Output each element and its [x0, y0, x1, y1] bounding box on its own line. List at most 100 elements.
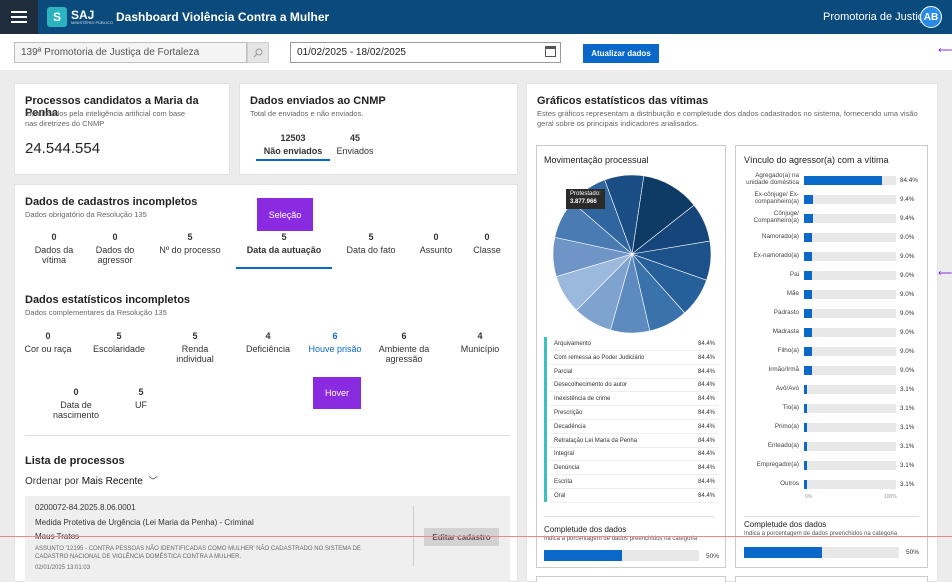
not-sent-label: Não enviados: [263, 146, 323, 156]
legend-row[interactable]: Oral 84.4%: [550, 490, 719, 503]
stats-item[interactable]: 6 Ambiente da agressão: [373, 331, 435, 371]
stats-item-value: 4: [265, 331, 271, 341]
incomplete-item[interactable]: 5 Nº do processo: [159, 232, 221, 269]
bar[interactable]: [804, 442, 807, 451]
chevron-down-icon: ﹀: [148, 476, 158, 486]
top-bar: S SAJ MINISTÉRIO PÚBLICO Dashboard Violên…: [0, 0, 952, 34]
bar-category-label: Padrasto: [773, 309, 799, 316]
search-button[interactable]: [247, 42, 269, 63]
incomplete-title: Dados de cadastros incompletos: [25, 196, 198, 208]
bar-value-label: 9.0%: [900, 329, 915, 336]
legend-label: Retratação Lei Maria da Penha: [554, 437, 638, 444]
stats-item[interactable]: 5 Escolaridade: [88, 331, 150, 371]
incomplete-item-value: 0: [112, 232, 118, 242]
incomplete-item-value: 5: [281, 232, 287, 242]
calendar-icon[interactable]: [545, 46, 556, 57]
bar-category-label: Namorado(a): [761, 233, 799, 240]
axis-min-label: 0%: [805, 494, 813, 500]
incomplete-item-label: Classe: [473, 245, 501, 255]
bar[interactable]: [804, 461, 807, 470]
bar[interactable]: [804, 328, 813, 337]
stats-item[interactable]: 5 Renda individual: [164, 331, 226, 371]
pie-tooltip: Protestado: 3.877.966: [566, 189, 605, 209]
date-range-input[interactable]: [290, 42, 561, 63]
bar-track: [804, 347, 896, 356]
incomplete-item-label: Data do fato: [346, 245, 396, 255]
process-item[interactable]: 0200072-84.2025.8.06.0001 Medida Proteti…: [25, 496, 510, 582]
divider: [25, 435, 510, 436]
legend-value: 84.4%: [697, 492, 715, 499]
bar[interactable]: [804, 290, 813, 299]
bar[interactable]: [804, 423, 807, 432]
legend-row[interactable]: Prescrição 84.4%: [550, 407, 719, 420]
promotoria-input[interactable]: [14, 42, 247, 63]
selection-button[interactable]: Seleção: [257, 198, 313, 231]
incomplete-item-label: Assunto: [419, 245, 453, 255]
bar-track: [804, 309, 896, 318]
avatar[interactable]: AB: [920, 6, 942, 28]
stats-item-label: UF: [135, 400, 147, 410]
legend-row[interactable]: Inexistência de crime 84.4%: [550, 393, 719, 407]
legend-row[interactable]: Arquivamento 84.4%: [550, 338, 719, 351]
bar[interactable]: [804, 404, 807, 413]
incomplete-item-label: Dados da vítima: [34, 245, 74, 265]
sort-dropdown[interactable]: Ordenar por Mais Recente ﹀: [25, 474, 158, 487]
bar[interactable]: [804, 385, 807, 394]
legend-row[interactable]: Retratação Lei Maria da Penha 84.4%: [550, 435, 719, 448]
stats-item[interactable]: 6 Houve prisão: [304, 331, 366, 371]
legend-row[interactable]: Com remessa ao Poder Judiciário 84.4%: [550, 352, 719, 365]
bar[interactable]: [804, 214, 813, 223]
bar-value-label: 9.0%: [900, 310, 915, 317]
bar[interactable]: [804, 480, 807, 489]
legend-row[interactable]: Denúncia 84.4%: [550, 462, 719, 476]
tab-not-sent[interactable]: 12503 Não enviados: [256, 133, 330, 161]
tab-sent[interactable]: 45 Enviados: [335, 133, 375, 161]
bar[interactable]: [804, 176, 882, 185]
bar[interactable]: [804, 366, 813, 375]
bar-track: [804, 252, 896, 261]
divider: [544, 516, 714, 517]
incomplete-item[interactable]: 5 Data da autuação: [236, 232, 332, 269]
legend-row[interactable]: Escrita 84.4%: [550, 476, 719, 489]
pie-slice[interactable]: [604, 175, 645, 255]
bar[interactable]: [804, 347, 813, 356]
stats-item[interactable]: 5 UF: [110, 387, 172, 427]
stats-item-label: Deficiência: [245, 344, 291, 354]
org-name[interactable]: Promotoria de Justiça: [823, 11, 930, 23]
update-data-button[interactable]: Atualizar dados: [583, 44, 659, 63]
hover-button[interactable]: Hover: [313, 377, 361, 409]
completeness-subtitle: Indica a porcentagem de dados preenchido…: [544, 536, 698, 542]
incomplete-item[interactable]: 5 Data do fato: [340, 232, 402, 269]
hamburger-menu-icon[interactable]: [0, 0, 38, 34]
legend-row[interactable]: Decadência 84.4%: [550, 421, 719, 434]
stats-item[interactable]: 0 Data de nascimento: [45, 387, 107, 427]
incomplete-item-label: Dados do agressor: [95, 245, 135, 265]
bar-category-label: Filho(a): [777, 347, 799, 354]
bar[interactable]: [804, 271, 813, 280]
arrow-left-icon: ⟵: [938, 268, 952, 279]
incomplete-item[interactable]: 0 Dados do agressor: [84, 232, 146, 269]
stats-item[interactable]: 0 Cor ou raça: [17, 331, 79, 371]
bar[interactable]: [804, 309, 813, 318]
stats-item[interactable]: 4 Deficiência: [237, 331, 299, 371]
bar-track: [804, 480, 896, 489]
incomplete-item[interactable]: 0 Classe: [456, 232, 518, 269]
stats-item[interactable]: 4 Município: [449, 331, 511, 371]
sent-label: Enviados: [336, 146, 374, 156]
bar[interactable]: [804, 233, 813, 242]
not-sent-value: 12503: [280, 133, 306, 143]
link-panel: Vínculo do agressor(a) com a vítima: [735, 145, 928, 568]
edit-record-button[interactable]: Editar cadastro: [424, 528, 499, 546]
legend-row[interactable]: Integral 84.4%: [550, 448, 719, 462]
incomplete-item[interactable]: 0 Assunto: [405, 232, 467, 269]
legend-row[interactable]: Desecolhecimento do autor 84.4%: [550, 379, 719, 393]
pie-slice[interactable]: [631, 175, 695, 255]
incomplete-item[interactable]: 0 Dados da vítima: [23, 232, 85, 269]
bar[interactable]: [804, 252, 813, 261]
bar-track: [804, 366, 896, 375]
bar[interactable]: [804, 195, 813, 204]
logo-subtext: MINISTÉRIO PÚBLICO: [71, 20, 114, 25]
stats-title: Dados estatísticos incompletos: [25, 294, 191, 306]
axis-max-label: 100%: [884, 494, 897, 500]
legend-row[interactable]: Parcial 84.4%: [550, 366, 719, 379]
